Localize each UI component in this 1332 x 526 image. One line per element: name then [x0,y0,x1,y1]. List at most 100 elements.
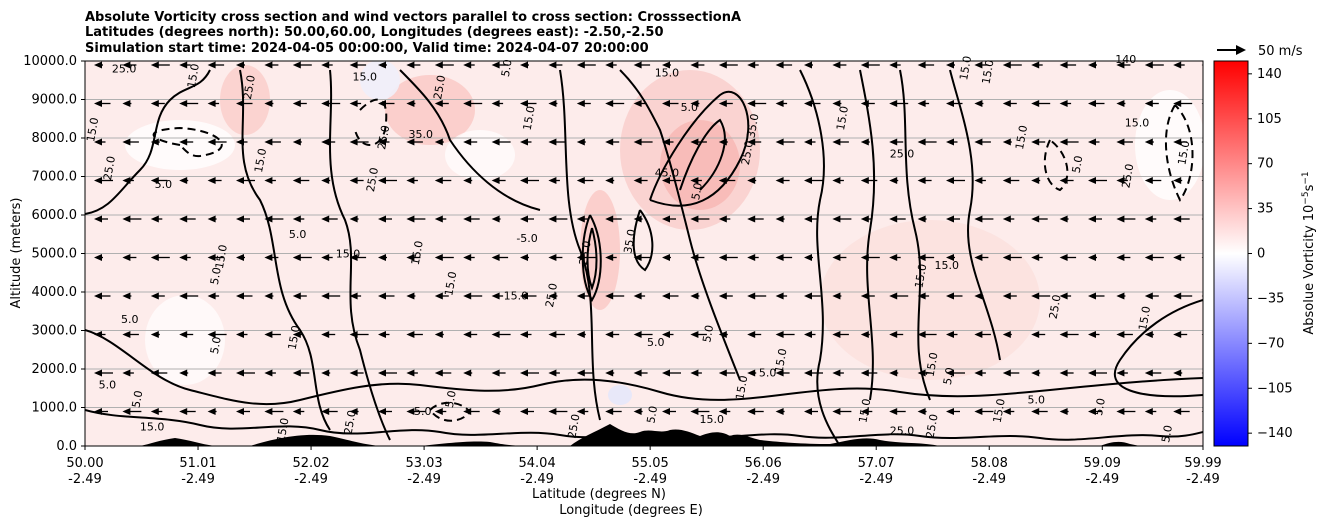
y-tick-label: 6000.0 [32,208,78,223]
grid-lines [85,99,1203,408]
x-axis-label-latitude: Latitude (degrees N) [532,487,666,502]
wind-vector-head [292,331,301,338]
wind-vector-head [406,100,415,107]
contour-label: 5.0 [289,228,307,241]
colorbar-tick-label: −70 [1257,336,1284,351]
wind-vector-head [207,408,216,415]
contour-label: 25.0 [431,74,448,100]
wind-vector-head [520,254,528,261]
wind-vector-head [349,138,358,146]
wind-vector-head [690,408,699,415]
y-tick-label: 8000.0 [32,131,78,146]
wind-vector-head [463,369,472,377]
contour-line [1113,299,1203,398]
wind-vector-head [804,61,812,69]
wind-vector-head [1173,61,1182,69]
wind-vector-head [1144,138,1153,146]
wind-vector-head [662,408,670,415]
wind-vector-head [747,138,756,146]
wind-vector-head [378,369,386,377]
wind-vector-head [605,408,614,415]
wind-vector-head [1059,138,1068,146]
wind-vector-head [690,369,699,377]
wind-vector-head [94,100,102,107]
wind-vector-head [974,177,983,184]
contour-label: 25.0 [565,413,582,439]
contour-label: 5.0 [130,389,146,408]
wind-vector-head [321,369,330,377]
wind-vector-head [378,408,386,415]
wind-vector-head [576,61,585,69]
wind-vector-head [1059,408,1068,415]
wind-vector-head [236,369,244,377]
colorbar-tick-label: 35 [1257,202,1274,217]
wind-vector-head [94,254,102,261]
wind-vector-head [974,215,983,223]
wind-vector-head [605,100,614,107]
wind-vector-head [832,215,841,223]
x-tick-label-lon: -2.49 [68,472,102,487]
wind-vector-head [974,254,983,261]
wind-vector-head [662,254,670,261]
wind-vector-head [917,61,926,69]
wind-vector-head [406,61,415,69]
x-tick-label-lat: 57.07 [858,456,895,471]
wind-vector-head [463,331,472,338]
contour-label: 15.0 [1125,116,1150,129]
contour-label: 25.0 [577,240,594,266]
wind-vector-head [633,331,642,338]
wind-vector-head [946,331,954,338]
wind-vector-head [775,138,784,146]
colorbar-tick-label: −140 [1257,426,1293,441]
wind-vector-head [832,138,841,146]
wind-vector-head [94,331,102,338]
wind-vector-head [917,177,926,184]
contour-label: 15.0 [409,240,426,266]
wind-vector-head [406,369,415,377]
wind-vector-head [434,100,443,107]
x-tick-label-lat: 53.03 [405,456,442,471]
wind-vector-head [718,215,727,223]
wind-vector-head [150,369,159,377]
wind-vector-head [491,369,500,377]
wind-vector-head [662,292,670,300]
wind-vector-head [94,61,102,69]
wind-vector-head [1088,292,1096,300]
wind-vector-head [150,138,159,146]
wind-vector-head [860,292,869,300]
wind-vector-head [122,292,131,300]
wind-vector-head [292,61,301,69]
wind-vector-head [1031,331,1040,338]
wind-vector-head [775,254,784,261]
contour-label: 25.0 [890,424,915,437]
contour-label: 25.0 [924,413,941,439]
wind-vector-head [207,254,216,261]
contour-label: 15.0 [286,324,303,350]
wind-vector-head [264,369,273,377]
contour-label: 5.0 [155,178,173,191]
contour-line [632,209,654,272]
wind-vector-head [1088,61,1096,69]
wind-vector-head [633,138,642,146]
wind-vector-head [179,215,188,223]
wind-vector-head [690,61,699,69]
wind-vector-head [349,331,358,338]
wind-vector-head [349,369,358,377]
wind-vector-head [378,138,386,146]
wind-vector-head [747,331,756,338]
contour-label: 15.0 [733,374,750,400]
wind-vector-head [520,369,528,377]
wind-vector-head [1031,408,1040,415]
wind-vector-head [207,138,216,146]
wind-vector-head [434,254,443,261]
wind-vector-head [1088,369,1096,377]
plot-area: 25.0 15.0 25.0 15.0 25.05.0 15.0 15.015.0 14015… [84,53,1204,447]
wind-vector-head [520,331,528,338]
wind-vector-head [633,215,642,223]
wind-vector-head [1059,254,1068,261]
contour-label: 15.0 [772,347,789,373]
wind-vector-head [832,254,841,261]
wind-vector-head [1144,369,1153,377]
wind-vector-head [889,61,898,69]
wind-vector-head [718,254,727,261]
